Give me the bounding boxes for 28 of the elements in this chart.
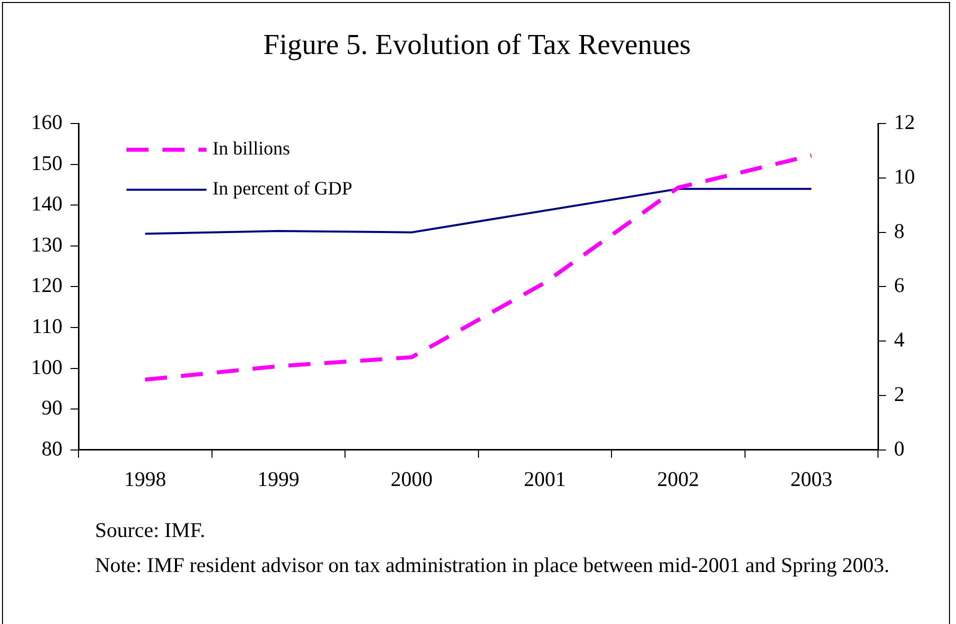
legend-label: In percent of GDP [212, 178, 352, 200]
y-tick-label: 160 [31, 110, 62, 134]
y-tick-label: 80 [42, 436, 62, 460]
legend-label: In billions [212, 138, 290, 160]
x-tick-label: 2000 [390, 466, 433, 491]
y-tick-label: 130 [31, 232, 62, 256]
y-tick-label: 110 [32, 314, 62, 338]
x-tick-label: 2002 [657, 466, 700, 491]
x-tick-label: 1999 [257, 466, 300, 491]
text: Note: IMF resident advisor on tax administration in place between mid-2001 and Spring 2003. [94, 552, 890, 579]
y2-tick-label: 8 [894, 218, 904, 243]
y2-tick-label: 10 [894, 164, 915, 188]
y2-tick-label: 2 [894, 382, 904, 406]
y2-tick-label: 4 [894, 328, 905, 352]
y2-tick-label: 12 [894, 110, 915, 134]
y-tick-label: 90 [42, 396, 62, 420]
x-tick-label: 1998 [124, 466, 166, 491]
y-tick-label: 150 [31, 150, 62, 175]
y-tick-label: 120 [31, 273, 62, 298]
source-note: Source: IMF. [94, 517, 206, 544]
x-tick-label: 2001 [524, 466, 566, 491]
y2-tick-label: 6 [894, 273, 904, 298]
line-series [143, 153, 814, 382]
y2-tick-label: 0 [894, 436, 904, 460]
chart-title: Figure 5. Evolution of Tax Revenues [262, 29, 692, 62]
y-tick-label: 100 [31, 354, 62, 379]
x-tick-label: 2003 [790, 466, 832, 491]
y-tick-label: 140 [31, 192, 62, 216]
